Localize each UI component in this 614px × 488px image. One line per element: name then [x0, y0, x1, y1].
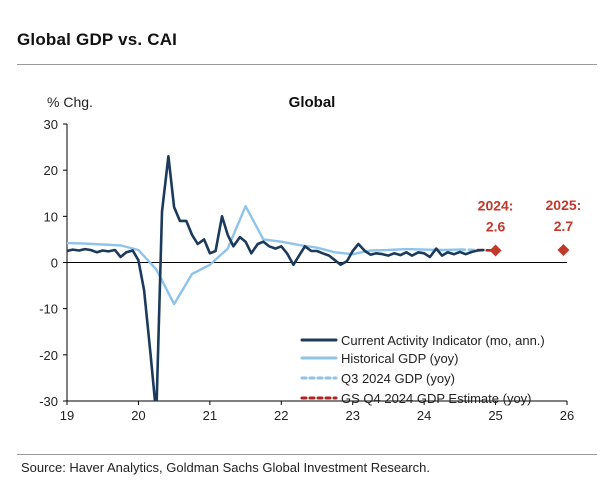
y-tick-label: -10	[39, 302, 58, 317]
page-title: Global GDP vs. CAI	[17, 30, 178, 49]
x-tick-label: 24	[417, 408, 431, 423]
y-tick-label: -30	[39, 394, 58, 409]
legend-label-2: Q3 2024 GDP (yoy)	[341, 371, 455, 386]
annotation-value-0: 2.6	[486, 218, 506, 234]
y-tick-label: 10	[44, 209, 58, 224]
x-tick-label: 26	[560, 408, 574, 423]
legend-label-1: Historical GDP (yoy)	[341, 351, 459, 366]
y-tick-label: 0	[51, 256, 58, 271]
x-tick-label: 19	[60, 408, 74, 423]
source-divider	[17, 454, 597, 455]
annotation-year-0: 2024:	[478, 197, 514, 213]
y-tick-label: -20	[39, 348, 58, 363]
legend-label-3: GS Q4 2024 GDP Estimate (yoy)	[341, 391, 532, 406]
series-line-1	[67, 204, 462, 306]
chart-title: Global	[289, 94, 336, 111]
x-tick-label: 25	[488, 408, 502, 423]
title-divider	[17, 64, 597, 65]
x-tick-label: 21	[203, 408, 217, 423]
y-axis-label: % Chg.	[47, 94, 93, 110]
legend-label-0: Current Activity Indicator (mo, ann.)	[341, 333, 545, 348]
annotation-value-1: 2.7	[554, 218, 574, 234]
legend: Current Activity Indicator (mo, ann.) His…	[300, 333, 545, 406]
x-tick-label: 20	[131, 408, 145, 423]
y-tick-label: 30	[44, 117, 58, 132]
source-note: Source: Haver Analytics, Goldman Sachs G…	[21, 460, 430, 475]
x-tick-label: 22	[274, 408, 288, 423]
estimate-marker-0	[489, 244, 502, 257]
annotation-year-1: 2025:	[546, 197, 582, 213]
estimate-marker-1	[557, 244, 570, 257]
x-tick-label: 23	[345, 408, 359, 423]
series-line-0	[67, 155, 485, 401]
y-tick-label: 20	[44, 163, 58, 178]
